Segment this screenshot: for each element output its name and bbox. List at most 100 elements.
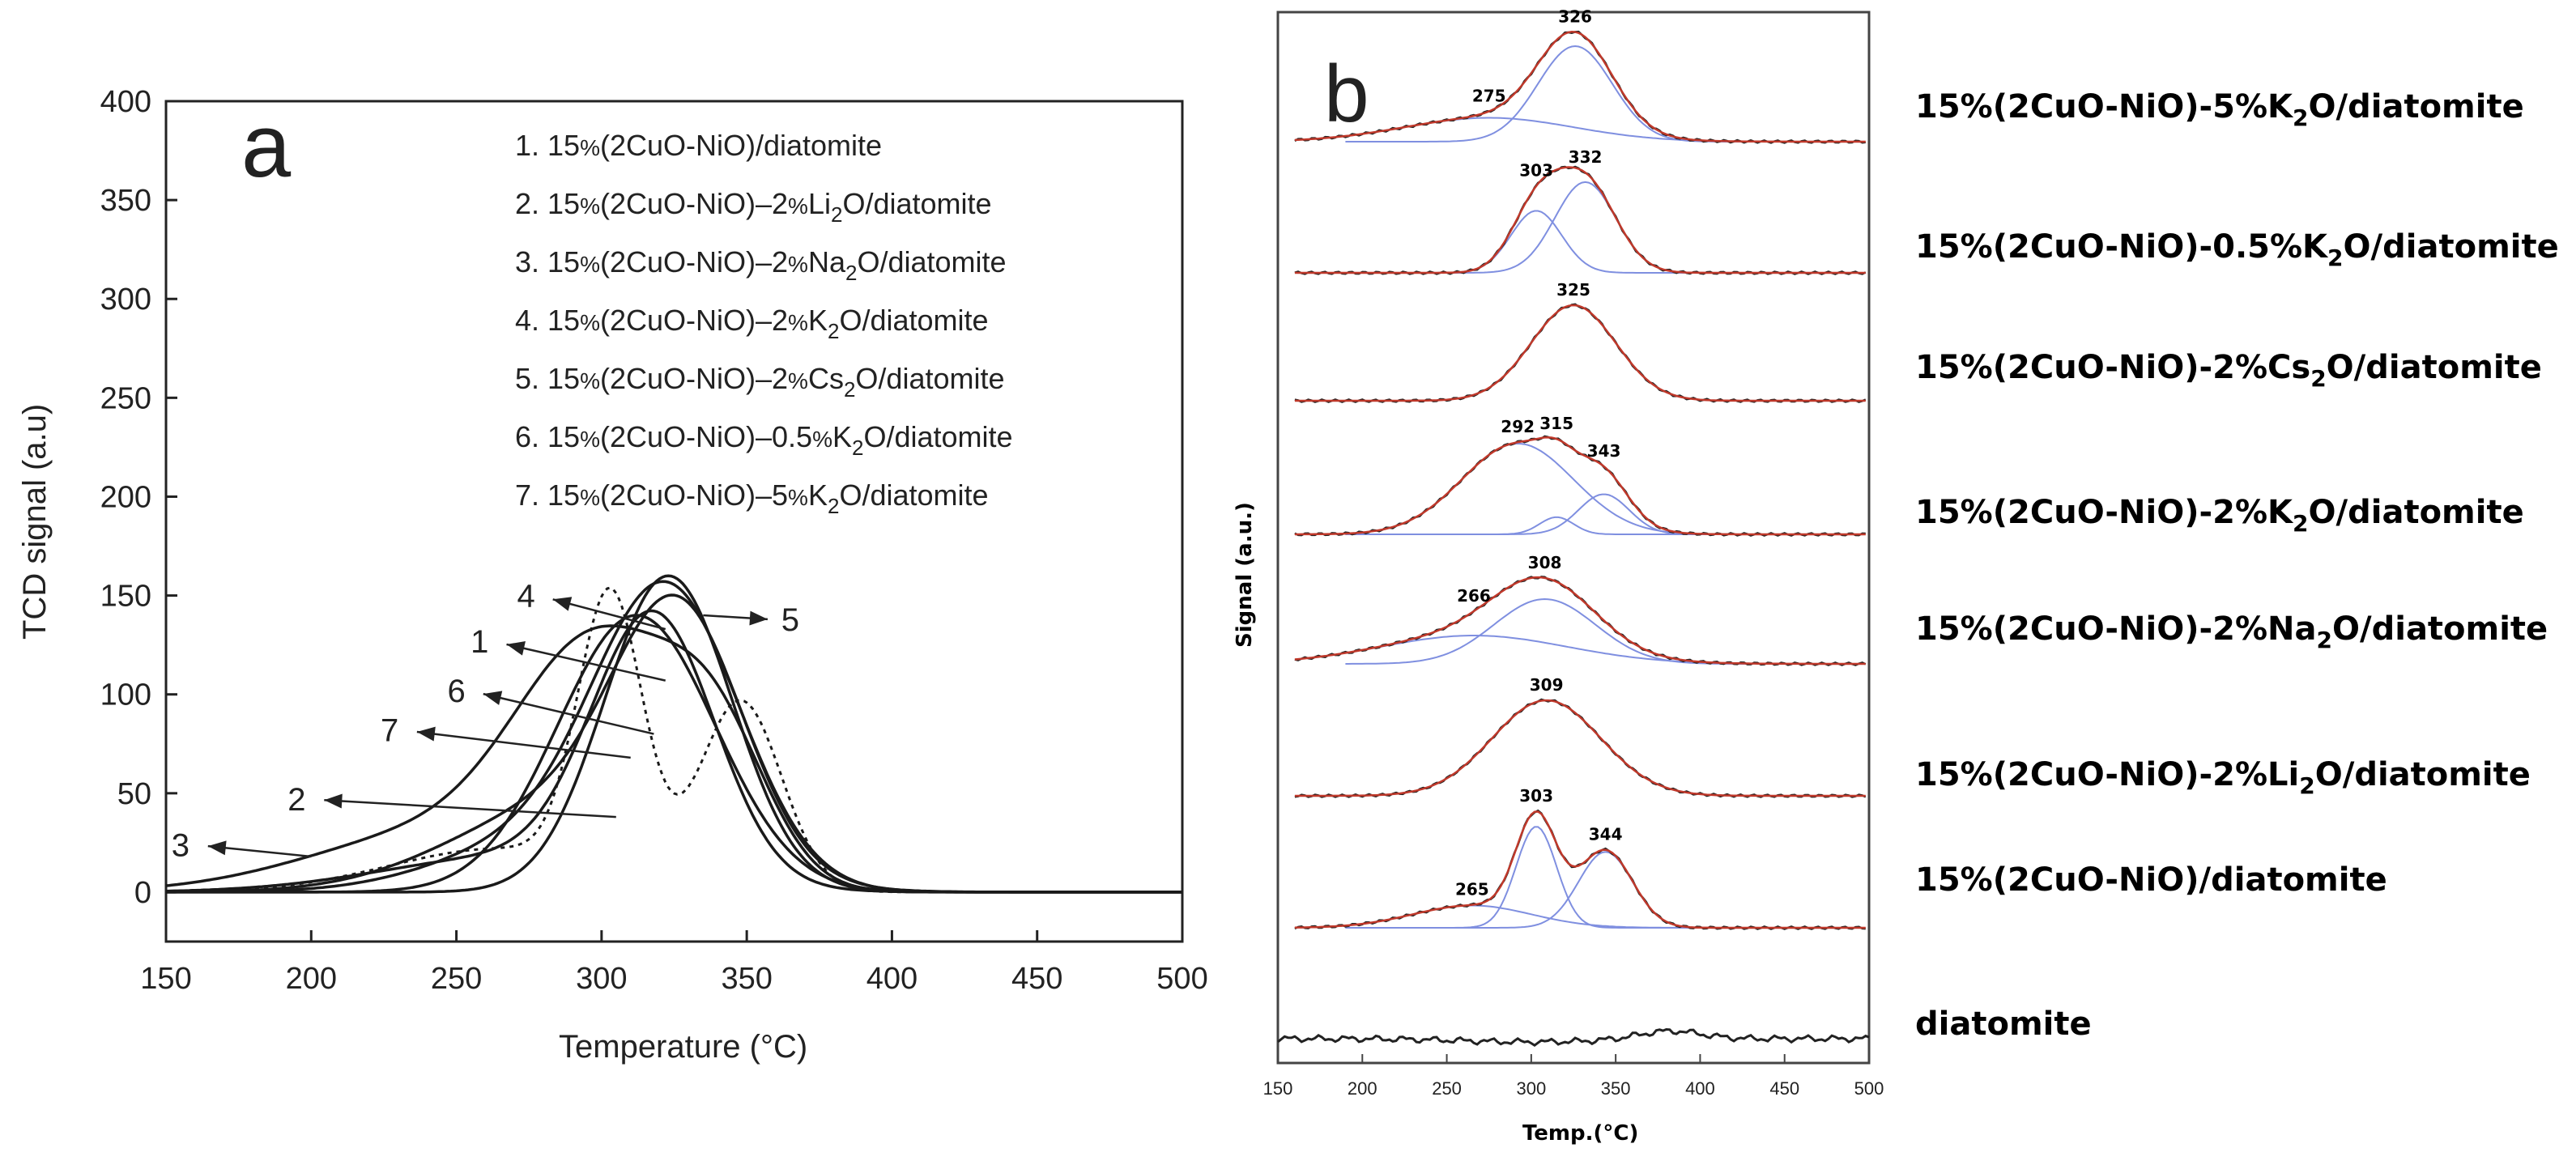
panel-a-curve-labels: 1 2 3 4 5 6 7 <box>172 579 799 864</box>
panel-b-peak-label: 266 <box>1457 586 1491 606</box>
panel-b-raw-curve <box>1294 303 1867 403</box>
panel-b-fit-component <box>1345 493 1751 535</box>
panel-a-arrow-line-4 <box>552 598 666 631</box>
panel-a-curve-label-7: 7 <box>381 713 398 749</box>
panel-b-sample-label: 15%(2CuO-NiO)-5%K2O/diatomite <box>1915 88 2524 131</box>
panel-b-total-fit <box>1294 166 1866 274</box>
panel-b-y-axis-title: Signal (a.u.) <box>1233 502 1257 648</box>
panel-b-x-tick-label: 200 <box>1348 1078 1377 1099</box>
panel-a-arrowhead-5 <box>749 610 768 626</box>
panel-b-peak-label: 343 <box>1587 441 1621 461</box>
panel-a-legend-entry: 7. 15%(2CuO-NiO)–5%K2O/diatomite <box>515 478 989 518</box>
panel-b-sample-label: 15%(2CuO-NiO)/diatomite <box>1915 861 2387 899</box>
panel-a-y-tick-label: 200 <box>100 480 151 514</box>
panel-b-fit-component <box>1345 181 1751 274</box>
panel-a-arrowhead-1 <box>506 641 526 656</box>
panel-a-arrow-line-7 <box>416 730 631 759</box>
panel-b-plot-frame <box>1276 11 1871 1065</box>
panel-a-curve-label-4: 4 <box>517 579 535 614</box>
panel-b-x-axis-title: Temp.(°C) <box>1522 1121 1638 1146</box>
panel-a-arrow-line-2 <box>324 799 616 818</box>
panel-b-total-fit <box>1294 304 1866 402</box>
panel-b-fit-component <box>1345 117 1752 142</box>
panel-b-fit-component <box>1345 826 1751 929</box>
panel-a-arrowhead-7 <box>416 726 436 742</box>
panel-b-peak-label: 315 <box>1539 414 1573 433</box>
panel-a-y-tick-label: 100 <box>100 678 151 712</box>
panel-b-total-fit <box>1294 30 1866 143</box>
panel-b-peak-label: 344 <box>1589 825 1623 844</box>
panel-b-total-fit <box>1294 699 1866 797</box>
panel-b-peak-label: 303 <box>1519 161 1553 181</box>
panel-a-arrowhead-2 <box>324 793 343 809</box>
panel-a-arrowhead-6 <box>483 691 503 705</box>
panel-a-arrow-line-6 <box>483 692 654 735</box>
panel-b-label: b <box>1324 49 1369 139</box>
panel-b-x-tick-label: 350 <box>1601 1078 1631 1099</box>
panel-a-x-tick-label: 450 <box>1011 962 1062 996</box>
panel-b-sample-label: 15%(2CuO-NiO)-0.5%K2O/diatomite <box>1915 228 2559 271</box>
panel-b-total-fit <box>1294 810 1866 929</box>
panel-a-y-ticks: 0 50 100 150 200 250 300 350 400 <box>100 85 177 910</box>
panel-a-curve-1 <box>166 614 1182 894</box>
panel-a-y-tick-label: 50 <box>117 777 151 811</box>
panel-a-curve-3 <box>165 586 1182 894</box>
panel-a-arrowhead-4 <box>552 597 573 611</box>
panel-b-sample-label: 15%(2CuO-NiO)-2%Na2O/diatomite <box>1915 610 2548 653</box>
panel-a-curve-4 <box>165 624 1182 894</box>
panel-b-peak-label: 275 <box>1472 86 1506 105</box>
panel-b-total-fit <box>1294 576 1866 665</box>
panel-b-peak-label: 308 <box>1528 553 1562 572</box>
panel-a-legend-entry: 4. 15%(2CuO-NiO)–2%K2O/diatomite <box>515 304 989 343</box>
panel-b-peak-label: 325 <box>1556 280 1590 300</box>
panel-a-y-tick-label: 250 <box>100 381 151 415</box>
panel-b-peak-label: 292 <box>1501 417 1535 436</box>
panel-a-x-tick-label: 500 <box>1156 962 1207 996</box>
panel-a-label: a <box>241 96 292 196</box>
panel-a-x-tick-label: 300 <box>576 962 627 996</box>
panel-a-legend: 1. 15%(2CuO-NiO)/diatomite 2. 15%(2CuO-Ni… <box>515 129 1013 518</box>
panel-b-x-ticks: 150 200 250 300 350 400 450 500 <box>1263 1054 1884 1099</box>
panel-a-plot-frame <box>164 100 1184 943</box>
panel-b-raw-curve <box>1294 576 1867 666</box>
panel-b: b 150 200 250 300 350 400 450 500 275 326 303 332 3… <box>1233 6 2559 1146</box>
panel-b-sample-labels: 15%(2CuO-NiO)-5%K2O/diatomite 15%(2CuO-Ni… <box>1915 88 2559 1043</box>
panel-b-sample-label: 15%(2CuO-NiO)-2%Li2O/diatomite <box>1915 756 2531 799</box>
panel-b-fit-component <box>1345 210 1751 274</box>
panel-a-x-tick-label: 350 <box>721 962 772 996</box>
panel-b-fit-component <box>1345 45 1751 142</box>
panel-b-fit-component <box>1345 442 1751 535</box>
panel-a-curve-label-6: 6 <box>447 674 465 709</box>
panel-b-peak-label: 303 <box>1519 786 1553 806</box>
panel-a: a 0 50 100 150 200 250 300 350 400 150 200 250 300 3… <box>17 85 1208 1065</box>
panel-a-y-tick-label: 400 <box>100 85 151 119</box>
panel-b-raw-curve <box>1294 698 1867 798</box>
panel-b-fit-component <box>1345 597 1751 665</box>
panel-a-x-ticks: 150 200 250 300 350 400 450 500 <box>140 930 1208 996</box>
panel-a-curve-2 <box>165 609 1182 894</box>
panel-a-legend-entry: 6. 15%(2CuO-NiO)–0.5%K2O/diatomite <box>515 420 1013 460</box>
panel-a-y-tick-label: 300 <box>100 283 151 317</box>
panel-a-x-tick-label: 400 <box>866 962 918 996</box>
panel-a-x-tick-label: 250 <box>431 962 482 996</box>
panel-b-x-tick-label: 300 <box>1516 1078 1546 1099</box>
panel-b-peak-label: 332 <box>1569 147 1603 167</box>
panel-a-curve-label-3: 3 <box>172 827 189 863</box>
panel-b-peak-label: 326 <box>1558 6 1592 26</box>
panel-b-x-tick-label: 450 <box>1769 1078 1799 1099</box>
panel-b-peak-label: 309 <box>1530 675 1564 695</box>
panel-b-x-tick-label: 250 <box>1432 1078 1462 1099</box>
panel-b-fit-component <box>1345 699 1751 797</box>
panel-a-y-axis-title: TCD signal (a.u) <box>17 404 53 640</box>
panel-a-curve-label-1: 1 <box>470 624 488 660</box>
panel-a-curve-label-5: 5 <box>781 602 799 638</box>
panel-a-curve-5 <box>166 574 1182 894</box>
panel-b-raw-curve <box>1294 30 1866 144</box>
panel-a-legend-entry: 1. 15%(2CuO-NiO)/diatomite <box>515 129 882 162</box>
panel-b-raw-curve <box>1294 809 1866 930</box>
panel-a-x-axis-title: Temperature (°C) <box>559 1029 807 1065</box>
panel-b-curves: 275 326 303 332 325 292 315 343 266 308 309 265 303 3… <box>1277 6 1870 1048</box>
panel-b-x-tick-label: 400 <box>1685 1078 1715 1099</box>
panel-b-sample-label: 15%(2CuO-NiO)-2%Cs2O/diatomite <box>1915 349 2542 392</box>
